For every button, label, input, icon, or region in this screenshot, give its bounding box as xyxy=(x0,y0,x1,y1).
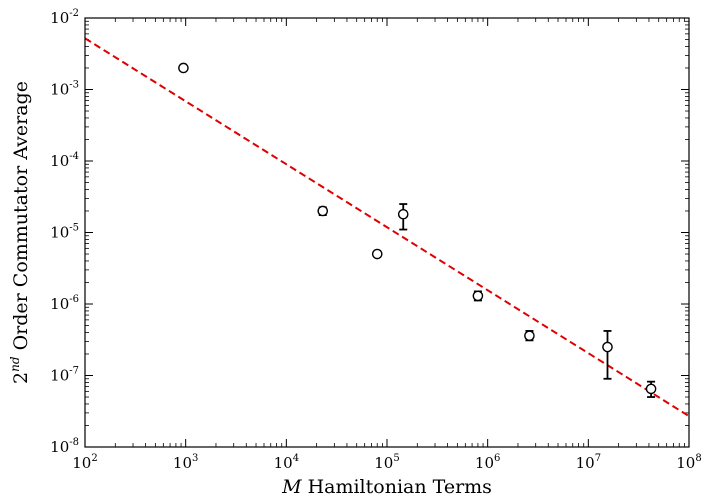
data-point xyxy=(397,208,409,220)
y-tick-label: 10-4 xyxy=(50,151,79,170)
y-tick-label-exp: -4 xyxy=(69,151,79,162)
y-tick-label-base: 10 xyxy=(50,367,69,385)
x-tick-label-base: 10 xyxy=(173,454,192,472)
fit-line xyxy=(84,37,690,418)
tick-labels: 102 103 104 105 106 107 10810-810-710-610-510-… xyxy=(50,8,702,472)
y-axis-label-text: Order Commutator Average xyxy=(10,81,32,356)
y-tick-label: 10-8 xyxy=(50,437,79,456)
x-tick-label-exp: 7 xyxy=(595,453,601,464)
x-tick-label-base: 10 xyxy=(374,454,393,472)
minor-ticks xyxy=(85,18,689,447)
y-tick-label-exp: -8 xyxy=(69,437,79,448)
data-points-layer xyxy=(178,62,657,398)
x-tick-label-base: 10 xyxy=(576,454,595,472)
x-tick-label-exp: 3 xyxy=(192,453,198,464)
x-tick-label: 103 xyxy=(173,453,198,472)
y-axis-label-sup: nd xyxy=(8,356,22,372)
data-point xyxy=(178,62,189,74)
x-tick-label-exp: 8 xyxy=(695,453,701,464)
data-point xyxy=(472,290,484,302)
major-ticks xyxy=(84,17,690,448)
y-tick-label-base: 10 xyxy=(50,81,69,99)
x-axis-label: M Hamiltonian Terms xyxy=(281,476,492,497)
data-point xyxy=(524,330,535,342)
data-point xyxy=(645,383,657,395)
y-tick-label-base: 10 xyxy=(50,295,69,313)
x-tick-label-exp: 2 xyxy=(91,453,97,464)
data-point xyxy=(371,248,383,260)
x-tick-label-exp: 6 xyxy=(494,453,500,464)
x-axis-label-var: M xyxy=(281,476,302,497)
x-tick-label: 104 xyxy=(274,453,299,472)
y-tick-label-base: 10 xyxy=(50,224,69,242)
x-axis-label-text: Hamiltonian Terms xyxy=(302,476,492,497)
y-tick-label: 10-2 xyxy=(50,8,79,27)
y-axis-label-base: 2 xyxy=(10,372,32,384)
y-tick-label-exp: -2 xyxy=(69,8,79,19)
x-tick-label-exp: 4 xyxy=(293,453,299,464)
x-tick-label: 108 xyxy=(676,453,701,472)
y-tick-label: 10-3 xyxy=(50,80,79,99)
x-tick-label: 102 xyxy=(72,453,97,472)
x-tick-label: 106 xyxy=(475,453,500,472)
x-tick-label: 107 xyxy=(576,453,601,472)
y-tick-label-base: 10 xyxy=(50,438,69,456)
x-tick-label-base: 10 xyxy=(475,454,494,472)
y-tick-label-base: 10 xyxy=(50,152,69,170)
y-tick-label-exp: -6 xyxy=(69,294,79,305)
y-axis-label: 2nd Order Commutator Average xyxy=(8,81,32,384)
y-tick-label-base: 10 xyxy=(50,9,69,27)
y-tick-label-exp: -3 xyxy=(69,80,79,91)
x-tick-label-base: 10 xyxy=(676,454,695,472)
fit-line-layer xyxy=(84,37,690,418)
y-tick-label-exp: -5 xyxy=(69,223,79,234)
data-point xyxy=(602,341,613,353)
y-tick-label: 10-6 xyxy=(50,294,79,313)
y-tick-label-exp: -7 xyxy=(69,366,79,377)
data-point xyxy=(317,205,329,217)
plot-frame xyxy=(84,17,690,448)
x-tick-label-base: 10 xyxy=(274,454,293,472)
y-tick-label: 10-5 xyxy=(50,223,79,242)
x-tick-label: 105 xyxy=(374,453,399,472)
x-tick-label-base: 10 xyxy=(72,454,91,472)
x-tick-label-exp: 5 xyxy=(393,453,399,464)
y-tick-label: 10-7 xyxy=(50,366,79,385)
